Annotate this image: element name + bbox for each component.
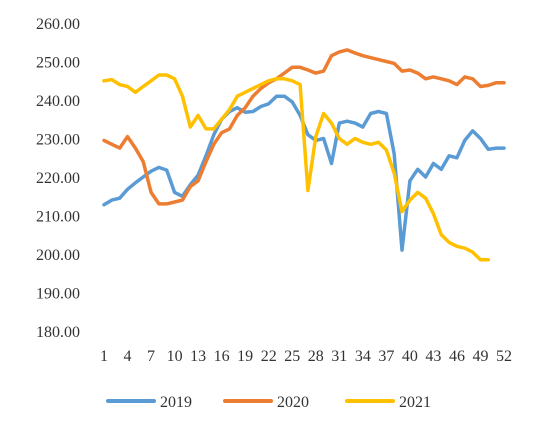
y-tick-label: 260.00 [36, 16, 80, 33]
x-tick-label: 28 [308, 348, 324, 365]
x-tick-label: 1 [100, 348, 108, 365]
x-tick-label: 52 [496, 348, 512, 365]
series-line-2021 [102, 73, 491, 262]
x-tick-label: 10 [167, 348, 183, 365]
y-tick-label: 230.00 [36, 132, 80, 149]
x-tick-label: 49 [472, 348, 488, 365]
x-tick-label: 7 [147, 348, 155, 365]
legend-label: 2020 [277, 394, 309, 411]
x-tick-label: 37 [378, 348, 394, 365]
legend: 2019 2020 2021 [106, 394, 431, 411]
x-axis: 1 4 7 10 13 16 19 22 25 28 31 34 37 40 43 46 49 52 [100, 348, 512, 365]
x-tick-label: 19 [237, 348, 253, 365]
x-tick-label: 22 [261, 348, 277, 365]
x-tick-label: 25 [284, 348, 300, 365]
y-tick-label: 240.00 [36, 93, 80, 110]
series-line-2020 [102, 48, 506, 206]
y-tick-label: 180.00 [36, 324, 80, 341]
y-axis: 180.00 190.00 200.00 210.00 220.00 230.00 240.… [36, 16, 80, 341]
x-tick-label: 34 [355, 348, 371, 365]
y-tick-label: 210.00 [36, 209, 80, 226]
y-tick-label: 190.00 [36, 286, 80, 303]
x-tick-label: 43 [425, 348, 441, 365]
x-tick-label: 4 [124, 348, 132, 365]
legend-label: 2019 [160, 394, 192, 411]
y-tick-label: 220.00 [36, 170, 80, 187]
y-tick-label: 200.00 [36, 247, 80, 264]
x-tick-label: 16 [214, 348, 230, 365]
x-tick-label: 13 [190, 348, 206, 365]
legend-label: 2021 [399, 394, 431, 411]
x-tick-label: 31 [331, 348, 347, 365]
x-tick-label: 40 [402, 348, 418, 365]
x-tick-label: 46 [449, 348, 465, 365]
plot-area [102, 48, 506, 262]
y-tick-label: 250.00 [36, 55, 80, 72]
